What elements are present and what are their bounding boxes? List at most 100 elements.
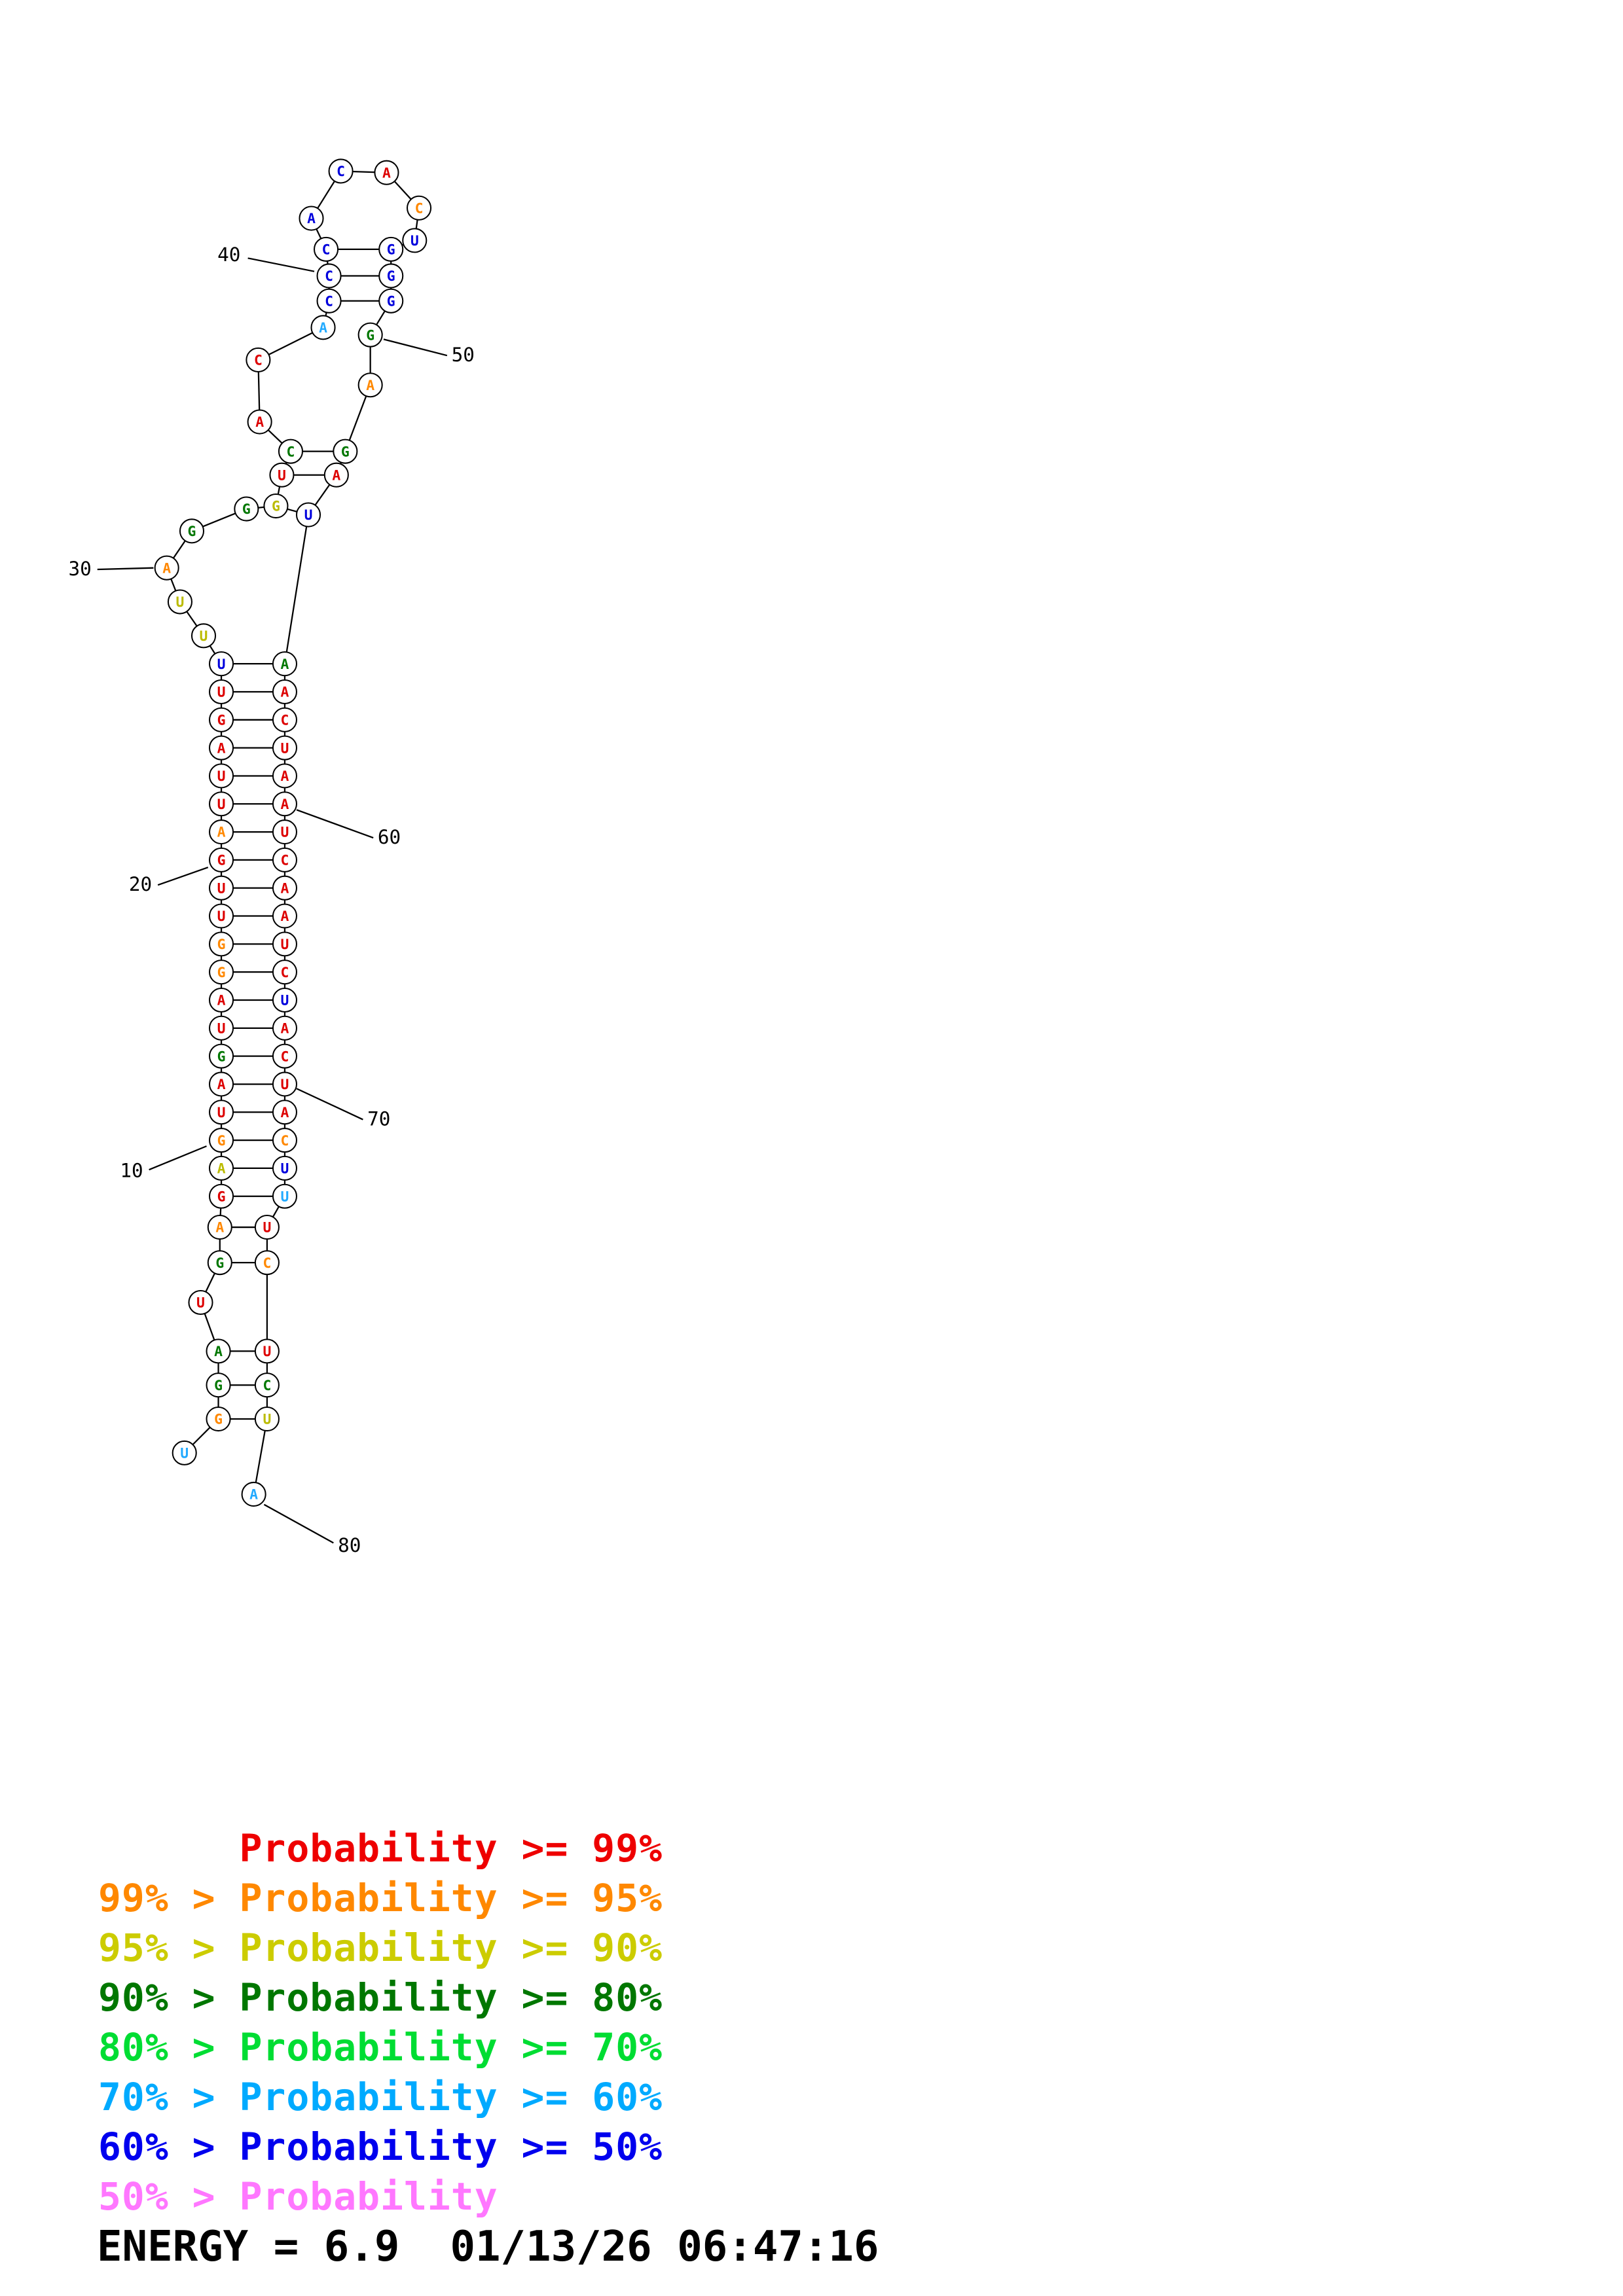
- nucleotide-circle: [272, 763, 297, 789]
- legend-item-p99: Probability >= 99%: [98, 1826, 663, 1871]
- nucleotide-letter: C: [281, 853, 289, 869]
- nucleotide-circle: [167, 589, 192, 615]
- backbone-segment: [283, 514, 310, 664]
- nucleotide-letter: C: [415, 200, 424, 217]
- position-label: 40: [217, 243, 240, 266]
- nucleotide-letter: U: [281, 993, 289, 1009]
- nucleotide-letter: U: [217, 908, 226, 925]
- nucleotide-letter: U: [217, 685, 226, 701]
- position-label: 50: [452, 344, 475, 366]
- nucleotide-circle: [378, 236, 404, 262]
- nucleotide-circle: [310, 315, 336, 340]
- nucleotide-circle: [272, 1100, 297, 1125]
- nucleotide-circle: [209, 735, 234, 761]
- nucleotide-letter: A: [307, 211, 316, 227]
- nucleotide-letter: A: [217, 1161, 226, 1177]
- nucleotide-circle: [378, 288, 404, 314]
- nucleotide-circle: [246, 347, 271, 372]
- nucleotide-circle: [209, 819, 234, 845]
- nucleotide-circle: [316, 288, 342, 314]
- nucleotide-letter: A: [281, 908, 289, 925]
- nucleotide-letter: G: [217, 853, 226, 869]
- nucleotide-circle: [269, 462, 295, 488]
- nucleotide-circle: [209, 875, 234, 901]
- position-label-line: [263, 1503, 334, 1544]
- nucleotide-circle: [272, 960, 297, 985]
- nucleotide-letter: U: [217, 880, 226, 897]
- nucleotide-circle: [314, 236, 339, 262]
- nucleotide-circle: [272, 1183, 297, 1209]
- nucleotide-circle: [209, 931, 234, 957]
- nucleotide-circle: [206, 1338, 231, 1364]
- nucleotide-letter: G: [341, 444, 350, 460]
- backbone-segment: [253, 1418, 268, 1495]
- nucleotide-letter: U: [281, 1077, 289, 1093]
- nucleotide-circle: [406, 195, 432, 221]
- nucleotide-circle: [209, 707, 234, 732]
- nucleotide-letter: U: [217, 768, 226, 785]
- nucleotide-letter: G: [214, 1378, 223, 1394]
- nucleotide-circle: [328, 158, 354, 184]
- nucleotide-circle: [154, 555, 179, 581]
- position-label-line: [296, 809, 374, 839]
- nucleotide-letter: U: [217, 1105, 226, 1121]
- nucleotide-letter: U: [281, 825, 289, 841]
- nucleotide-circle: [207, 1215, 232, 1240]
- probability-legend: Probability >= 99% 99% > Probability >= …: [98, 1823, 663, 2221]
- nucleotide-circle: [272, 1015, 297, 1041]
- nucleotide-letter: G: [217, 1133, 226, 1149]
- position-label: 10: [120, 1159, 143, 1181]
- nucleotide-letter: U: [263, 1220, 271, 1236]
- nucleotide-letter: C: [281, 712, 289, 728]
- nucleotide-letter: A: [217, 1077, 226, 1093]
- nucleotide-letter: U: [281, 1189, 289, 1205]
- nucleotide-circle: [272, 651, 297, 677]
- nucleotide-circle: [272, 1071, 297, 1097]
- nucleotide-letter: A: [255, 414, 264, 431]
- position-label-line: [383, 338, 448, 357]
- nucleotide-circle: [241, 1481, 266, 1507]
- legend-item-p80: 90% > Probability >= 80%: [98, 1975, 663, 2020]
- nucleotide-letter: U: [410, 233, 419, 249]
- nucleotide-letter: A: [366, 378, 374, 394]
- nucleotide-circle: [295, 502, 321, 528]
- nucleotide-circle: [206, 1406, 231, 1432]
- nucleotide-circle: [402, 228, 428, 253]
- nucleotide-circle: [209, 679, 234, 705]
- nucleotide-letter: A: [281, 1105, 289, 1121]
- nucleotide-letter: C: [263, 1255, 271, 1272]
- nucleotide-circle: [209, 651, 234, 677]
- nucleotide-circle: [172, 1440, 197, 1465]
- legend-item-p70: 80% > Probability >= 70%: [98, 2025, 663, 2070]
- nucleotide-circle: [272, 679, 297, 705]
- nucleotide-letter: G: [387, 293, 395, 310]
- nucleotide-circle: [272, 819, 297, 845]
- nucleotide-circle: [333, 439, 358, 464]
- nucleotide-letter: A: [217, 740, 226, 757]
- nucleotide-circle: [209, 903, 234, 929]
- nucleotide-letter: C: [325, 268, 333, 285]
- nucleotide-letter: G: [217, 965, 226, 981]
- nucleotide-letter: C: [281, 965, 289, 981]
- nucleotide-circle: [209, 791, 234, 817]
- nucleotide-circle: [209, 1043, 234, 1069]
- nucleotide-letter: G: [188, 524, 196, 540]
- nucleotide-circle: [254, 1250, 280, 1276]
- legend-item-p50: 60% > Probability >= 50%: [98, 2125, 663, 2169]
- nucleotide-letter: U: [175, 594, 184, 611]
- nucleotide-letter: G: [272, 499, 280, 515]
- nucleotide-letter: A: [332, 467, 340, 484]
- nucleotide-letter: A: [214, 1344, 223, 1360]
- nucleotide-letter: A: [281, 685, 289, 701]
- nucleotide-letter: U: [263, 1412, 271, 1428]
- nucleotide-circle: [207, 1250, 232, 1276]
- nucleotide-circle: [254, 1338, 280, 1364]
- legend-item-below50: 50% > Probability: [98, 2174, 498, 2219]
- nucleotide-circle: [272, 847, 297, 872]
- nucleotide-letter: G: [217, 937, 226, 953]
- nucleotide-circle: [234, 496, 259, 522]
- nucleotide-letter: U: [281, 937, 289, 953]
- nucleotide-letter: A: [382, 165, 391, 181]
- nucleotide-circle: [191, 623, 217, 649]
- legend-item-p95: 99% > Probability >= 95%: [98, 1876, 663, 1920]
